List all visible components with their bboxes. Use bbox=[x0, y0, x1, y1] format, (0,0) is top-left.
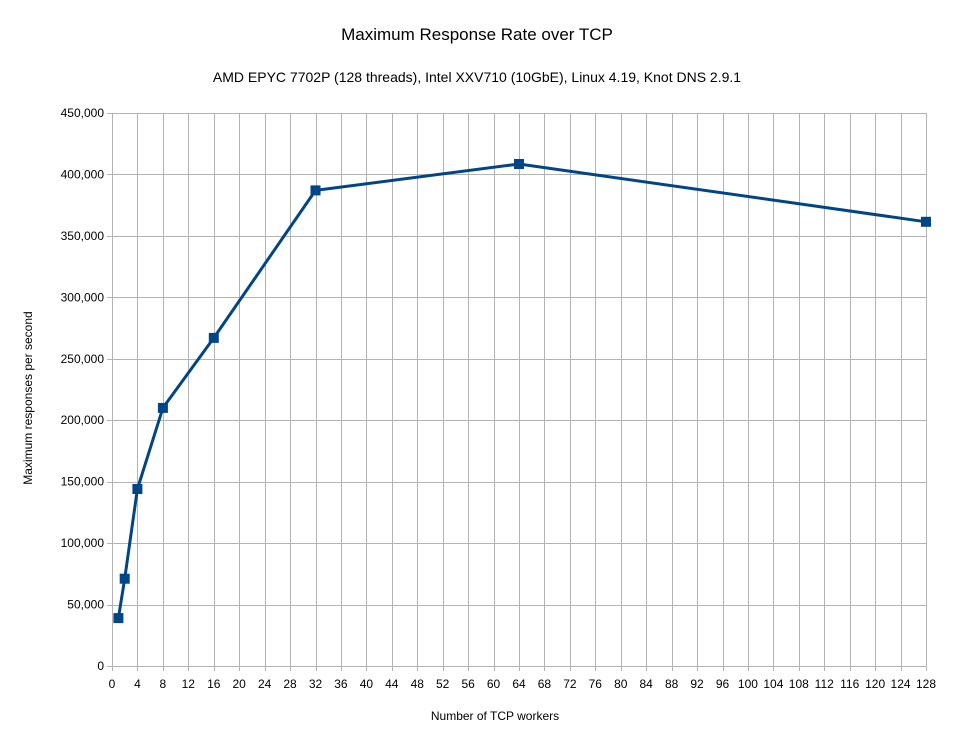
y-tick-label: 100,000 bbox=[61, 536, 105, 550]
x-tick-label: 96 bbox=[716, 677, 730, 691]
x-tick-label: 40 bbox=[360, 677, 374, 691]
x-tick-label: 12 bbox=[182, 677, 196, 691]
x-tick-label: 52 bbox=[436, 677, 450, 691]
y-tick-label: 0 bbox=[97, 659, 104, 673]
y-tick-label: 150,000 bbox=[61, 475, 105, 489]
x-tick-label: 84 bbox=[640, 677, 654, 691]
x-tick-label: 76 bbox=[589, 677, 603, 691]
grid bbox=[112, 113, 927, 667]
x-tick-label: 20 bbox=[233, 677, 247, 691]
x-tick-label: 72 bbox=[563, 677, 577, 691]
x-tick-label: 32 bbox=[309, 677, 323, 691]
x-tick-label: 120 bbox=[865, 677, 885, 691]
series-line bbox=[116, 162, 927, 619]
y-tick-label: 300,000 bbox=[61, 290, 105, 304]
x-axis-ticks: 0 4 8 12 16 20 24 28 32 36 40 44 48 52 56 60 64 68 72 76 80 8… bbox=[109, 666, 936, 691]
y-tick-label: 350,000 bbox=[61, 229, 105, 243]
data-point-marker bbox=[113, 613, 124, 624]
x-tick-label: 56 bbox=[461, 677, 475, 691]
data-point-marker bbox=[208, 332, 219, 343]
x-tick-label: 104 bbox=[763, 677, 783, 691]
y-axis-title: Maximum responses per second bbox=[21, 311, 35, 484]
x-axis-title: Number of TCP workers bbox=[431, 709, 559, 723]
x-tick-label: 36 bbox=[334, 677, 348, 691]
x-tick-label: 128 bbox=[916, 677, 936, 691]
chart-title: Maximum Response Rate over TCP bbox=[341, 25, 613, 44]
x-tick-label: 24 bbox=[258, 677, 272, 691]
x-tick-label: 28 bbox=[283, 677, 297, 691]
x-tick-label: 112 bbox=[815, 677, 834, 691]
y-tick-label: 250,000 bbox=[61, 352, 105, 366]
data-point-marker bbox=[157, 402, 168, 413]
y-tick-label: 400,000 bbox=[61, 167, 105, 181]
x-tick-label: 80 bbox=[614, 677, 628, 691]
x-tick-label: 16 bbox=[207, 677, 221, 691]
y-tick-label: 200,000 bbox=[61, 413, 105, 427]
x-tick-label: 8 bbox=[160, 677, 167, 691]
x-tick-label: 116 bbox=[840, 677, 859, 691]
y-tick-label: 50,000 bbox=[67, 598, 104, 612]
x-tick-label: 108 bbox=[789, 677, 809, 691]
x-tick-label: 44 bbox=[385, 677, 399, 691]
x-tick-label: 100 bbox=[738, 677, 758, 691]
chart-subtitle: AMD EPYC 7702P (128 threads), Intel XXV7… bbox=[213, 69, 741, 85]
y-axis-ticks: 0 50,000 100,000 150,000 200,000 250,000 300,0… bbox=[61, 106, 112, 673]
data-point-marker bbox=[514, 159, 524, 169]
x-tick-label: 60 bbox=[487, 677, 501, 691]
y-tick-label: 450,000 bbox=[61, 106, 105, 120]
x-tick-label: 88 bbox=[665, 677, 679, 691]
x-tick-label: 48 bbox=[411, 677, 425, 691]
x-tick-label: 68 bbox=[538, 677, 552, 691]
series bbox=[113, 159, 931, 624]
x-tick-label: 64 bbox=[512, 677, 526, 691]
x-tick-label: 0 bbox=[109, 677, 116, 691]
data-point-marker bbox=[132, 484, 143, 494]
data-point-marker bbox=[119, 573, 130, 584]
x-tick-label: 92 bbox=[690, 677, 704, 691]
data-point-marker bbox=[921, 216, 931, 227]
data-point-marker bbox=[310, 185, 321, 196]
x-tick-label: 4 bbox=[134, 677, 141, 691]
x-tick-label: 124 bbox=[891, 677, 911, 691]
